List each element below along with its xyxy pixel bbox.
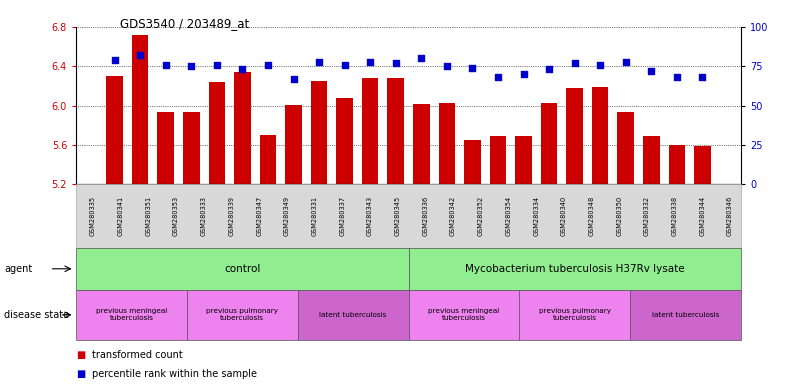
Point [236, 66, 249, 73]
Point [542, 66, 555, 73]
Text: ■: ■ [76, 369, 86, 379]
Text: GSM280332: GSM280332 [644, 196, 650, 236]
Text: latent tuberculosis: latent tuberculosis [320, 312, 387, 318]
Point [364, 58, 376, 65]
Text: GDS3540 / 203489_at: GDS3540 / 203489_at [120, 17, 249, 30]
Point [619, 58, 632, 65]
Text: previous pulmonary
tuberculosis: previous pulmonary tuberculosis [539, 308, 610, 321]
Text: GSM280345: GSM280345 [395, 196, 400, 236]
Text: percentile rank within the sample: percentile rank within the sample [92, 369, 257, 379]
Text: disease state: disease state [4, 310, 69, 320]
Bar [336, 98, 353, 184]
Bar [413, 104, 429, 184]
Text: GSM280348: GSM280348 [589, 196, 594, 236]
Bar [566, 88, 583, 184]
Point [645, 68, 658, 74]
Point [389, 60, 402, 66]
Text: GSM280338: GSM280338 [672, 196, 678, 236]
Text: GSM280339: GSM280339 [228, 196, 235, 236]
Text: transformed count: transformed count [92, 350, 183, 360]
Bar [132, 35, 148, 184]
Bar [669, 145, 685, 184]
Text: GSM280344: GSM280344 [699, 196, 706, 236]
Text: Mycobacterium tuberculosis H37Rv lysate: Mycobacterium tuberculosis H37Rv lysate [465, 264, 685, 274]
Bar [107, 76, 123, 184]
Point [568, 60, 581, 66]
Text: GSM280331: GSM280331 [312, 196, 317, 236]
Bar [158, 113, 174, 184]
Bar [311, 81, 328, 184]
Text: GSM280349: GSM280349 [284, 196, 290, 236]
Bar [643, 136, 659, 184]
Point [517, 71, 530, 77]
Bar [388, 78, 404, 184]
Bar [489, 136, 506, 184]
Point [262, 61, 275, 68]
Point [159, 61, 172, 68]
Point [134, 52, 147, 58]
Bar [515, 136, 532, 184]
Point [696, 74, 709, 80]
Text: GSM280342: GSM280342 [450, 196, 456, 236]
Text: GSM280337: GSM280337 [340, 196, 345, 236]
Text: GSM280354: GSM280354 [505, 196, 512, 236]
Bar [541, 103, 557, 184]
Bar [592, 87, 609, 184]
Point [670, 74, 683, 80]
Text: previous meningeal
tuberculosis: previous meningeal tuberculosis [429, 308, 500, 321]
Bar [183, 113, 199, 184]
Point [287, 76, 300, 82]
Text: GSM280340: GSM280340 [561, 196, 567, 236]
Text: previous meningeal
tuberculosis: previous meningeal tuberculosis [96, 308, 167, 321]
Text: previous pulmonary
tuberculosis: previous pulmonary tuberculosis [207, 308, 278, 321]
Point [594, 61, 606, 68]
Text: GSM280334: GSM280334 [533, 196, 539, 236]
Text: GSM280333: GSM280333 [201, 196, 207, 236]
Bar [694, 146, 710, 184]
Bar [362, 78, 379, 184]
Point [441, 63, 453, 70]
Bar [234, 72, 251, 184]
Point [211, 61, 223, 68]
Text: control: control [224, 264, 260, 274]
Bar [464, 140, 481, 184]
Bar [208, 82, 225, 184]
Text: GSM280341: GSM280341 [118, 196, 123, 236]
Bar [260, 135, 276, 184]
Text: latent tuberculosis: latent tuberculosis [652, 312, 719, 318]
Point [466, 65, 479, 71]
Text: GSM280343: GSM280343 [367, 196, 373, 236]
Point [338, 61, 351, 68]
Bar [618, 111, 634, 184]
Text: GSM280353: GSM280353 [173, 196, 179, 236]
Text: GSM280350: GSM280350 [616, 196, 622, 236]
Text: GSM280335: GSM280335 [90, 196, 96, 236]
Point [492, 74, 505, 80]
Point [312, 58, 325, 65]
Text: GSM280347: GSM280347 [256, 196, 262, 236]
Bar [285, 104, 302, 184]
Text: GSM280352: GSM280352 [477, 196, 484, 236]
Point [185, 63, 198, 70]
Text: GSM280346: GSM280346 [727, 196, 733, 236]
Text: GSM280336: GSM280336 [422, 196, 429, 236]
Text: ■: ■ [76, 350, 86, 360]
Text: agent: agent [4, 264, 32, 274]
Bar [438, 103, 455, 184]
Text: GSM280351: GSM280351 [145, 196, 151, 236]
Point [108, 57, 121, 63]
Point [415, 55, 428, 61]
